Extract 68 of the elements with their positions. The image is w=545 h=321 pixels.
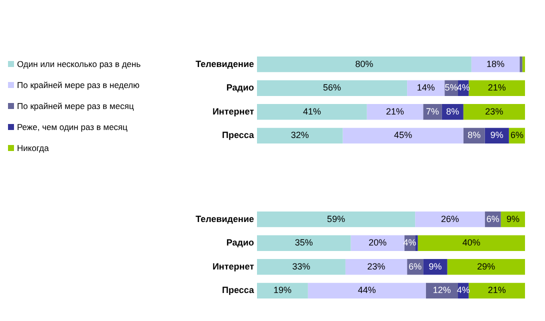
y-tick-label: Телевидение — [196, 58, 254, 69]
y-tick-label: Радио — [226, 238, 254, 248]
legend-label: Реже, чем один раз в месяц — [17, 121, 128, 133]
bar — [447, 259, 525, 275]
bar — [257, 282, 308, 299]
bar — [257, 211, 416, 228]
bar — [257, 259, 346, 275]
bar — [257, 80, 408, 96]
data-label: 12% — [432, 285, 451, 296]
data-label: 9% — [490, 130, 504, 140]
bar — [308, 282, 426, 299]
data-label: 23% — [485, 106, 504, 116]
bar — [468, 80, 525, 96]
data-label: 7% — [426, 106, 440, 116]
data-label: 45% — [394, 130, 412, 140]
data-label: 40% — [462, 238, 480, 248]
bar — [257, 128, 343, 144]
data-label: 8% — [468, 130, 481, 140]
data-label: 6% — [486, 214, 500, 224]
y-tick-label: Пресса — [222, 285, 255, 296]
bar — [418, 235, 525, 251]
bar — [407, 80, 445, 96]
data-label: 35% — [294, 238, 313, 248]
data-label: 26% — [440, 214, 459, 224]
data-label: 9% — [506, 214, 520, 224]
bar — [366, 104, 424, 120]
data-label: 21% — [488, 82, 506, 93]
data-label: 80% — [355, 58, 374, 69]
data-label: 21% — [386, 106, 404, 116]
y-tick-label: Интернет — [212, 261, 255, 272]
bar — [257, 104, 367, 120]
data-label: 41% — [302, 106, 321, 116]
data-label: 33% — [292, 261, 310, 272]
data-label: 18% — [486, 58, 505, 69]
y-tick-label: Интернет — [212, 106, 255, 116]
data-label: 20% — [368, 238, 387, 248]
bar — [415, 211, 485, 228]
bar — [468, 282, 525, 299]
y-tick-label: Телевидение — [196, 214, 254, 224]
bar — [257, 235, 351, 251]
bar — [522, 56, 525, 72]
data-label: 59% — [327, 214, 346, 224]
data-label: 32% — [290, 130, 309, 140]
bar — [257, 56, 472, 72]
data-label: 44% — [358, 285, 376, 296]
data-label: 23% — [367, 261, 386, 272]
legend-label: По крайней мере раз в месяц — [17, 100, 134, 112]
data-label: 14% — [416, 82, 435, 93]
data-label: 9% — [428, 261, 442, 272]
bar — [350, 235, 404, 251]
data-label: 56% — [323, 82, 342, 93]
data-label: 6% — [510, 130, 524, 140]
data-label: 8% — [446, 106, 460, 116]
data-label: 29% — [477, 261, 496, 272]
y-tick-label: Пресса — [222, 130, 255, 140]
data-label: 19% — [273, 285, 292, 296]
data-label: 6% — [408, 261, 422, 272]
bar — [342, 128, 464, 144]
legend-label: Один или несколько раз в день — [17, 58, 141, 70]
bar — [520, 56, 522, 72]
bar — [463, 104, 525, 120]
legend-label: По крайней мере раз в неделю — [17, 79, 140, 91]
bar — [423, 259, 448, 275]
data-label: 5% — [444, 82, 458, 93]
bar — [345, 259, 408, 275]
legend-label: Никогда — [17, 142, 49, 154]
y-tick-label: Радио — [226, 82, 254, 93]
data-label: 21% — [488, 285, 506, 296]
